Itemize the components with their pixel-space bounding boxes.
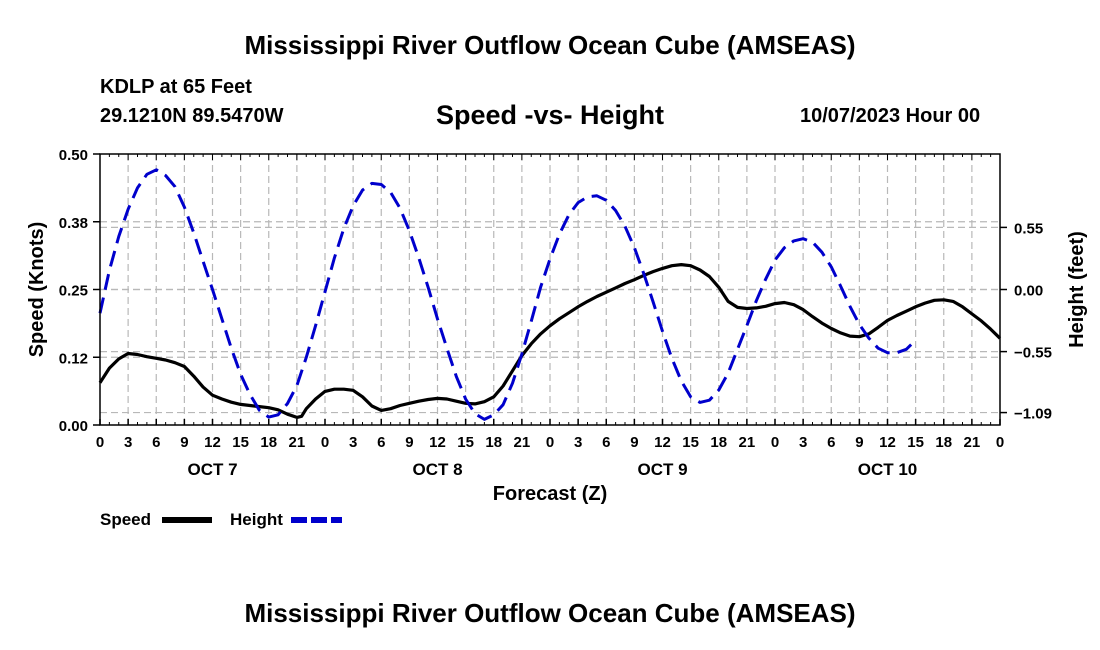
legend: Speed Height xyxy=(100,510,342,529)
day-label: OCT 8 xyxy=(412,460,462,479)
y-left-tick-label: 0.50 xyxy=(59,147,88,164)
y-right-tick-label: −1.09 xyxy=(1014,406,1052,423)
y-right-tick-label: 0.00 xyxy=(1014,283,1043,300)
x-tick-label: 9 xyxy=(180,434,188,451)
series-speed-line xyxy=(98,263,1002,419)
x-tick-label: 9 xyxy=(855,434,863,451)
x-tick-label: 12 xyxy=(429,434,446,451)
legend-height-label: Height xyxy=(230,510,283,529)
station-coordinates: 29.1210N 89.5470W xyxy=(100,105,284,127)
axes: 0 3 6 9 12 15 18 21 0 3 6 9 12 15 18 21 0 3 6 9 12 15 18 21 0 3 6 9… xyxy=(59,147,1052,479)
station-label: KDLP at 65 Feet xyxy=(100,76,252,98)
y-right-tick-label: −0.55 xyxy=(1014,345,1052,362)
y-right-tick-label: 0.55 xyxy=(1014,220,1043,237)
x-tick-label: 15 xyxy=(232,434,249,451)
series-height-line xyxy=(98,168,917,421)
x-tick-label: 9 xyxy=(405,434,413,451)
x-tick-label: 9 xyxy=(630,434,638,451)
footer-title: Mississippi River Outflow Ocean Cube (AM… xyxy=(244,598,856,628)
x-tick-label: 0 xyxy=(96,434,104,451)
x-tick-label: 6 xyxy=(377,434,385,451)
day-label: OCT 10 xyxy=(858,460,918,479)
series-layer xyxy=(98,168,1002,421)
chart-title: Speed -vs- Height xyxy=(435,100,665,130)
y-axis-left-label: Speed (Knots) xyxy=(26,222,48,358)
x-tick-label: 0 xyxy=(321,434,329,451)
x-tick-label: 0 xyxy=(546,434,554,451)
x-tick-label: 6 xyxy=(602,434,610,451)
x-tick-label: 21 xyxy=(739,434,756,451)
day-label: OCT 9 xyxy=(637,460,687,479)
x-tick-label: 3 xyxy=(574,434,582,451)
x-tick-label: 21 xyxy=(289,434,306,451)
x-tick-label: 15 xyxy=(457,434,474,451)
x-tick-label: 0 xyxy=(771,434,779,451)
y-left-tick-label: 0.00 xyxy=(59,418,88,435)
x-tick-label: 3 xyxy=(124,434,132,451)
x-tick-label: 21 xyxy=(514,434,531,451)
x-tick-label: 18 xyxy=(260,434,277,451)
x-tick-label: 15 xyxy=(682,434,699,451)
x-tick-label: 18 xyxy=(935,434,952,451)
x-tick-label: 15 xyxy=(907,434,924,451)
grid xyxy=(100,154,1000,425)
y-axis-right-label: Height (feet) xyxy=(1066,231,1088,348)
x-tick-label: 6 xyxy=(827,434,835,451)
main-title: Mississippi River Outflow Ocean Cube (AM… xyxy=(244,30,856,60)
x-tick-label: 21 xyxy=(964,434,981,451)
y-left-tick-label: 0.38 xyxy=(59,215,88,232)
y-left-tick-label: 0.12 xyxy=(59,350,88,367)
x-axis-label: Forecast (Z) xyxy=(493,483,607,505)
x-tick-label: 0 xyxy=(996,434,1004,451)
x-tick-label: 12 xyxy=(654,434,671,451)
x-tick-label: 12 xyxy=(204,434,221,451)
forecast-datetime: 10/07/2023 Hour 00 xyxy=(800,105,981,127)
x-tick-label: 18 xyxy=(710,434,727,451)
legend-speed-label: Speed xyxy=(100,510,151,529)
x-tick-label: 3 xyxy=(349,434,357,451)
x-tick-label: 18 xyxy=(485,434,502,451)
day-label: OCT 7 xyxy=(187,460,237,479)
x-tick-label: 3 xyxy=(799,434,807,451)
x-tick-label: 12 xyxy=(879,434,896,451)
y-left-tick-label: 0.25 xyxy=(59,283,88,300)
x-tick-label: 6 xyxy=(152,434,160,451)
